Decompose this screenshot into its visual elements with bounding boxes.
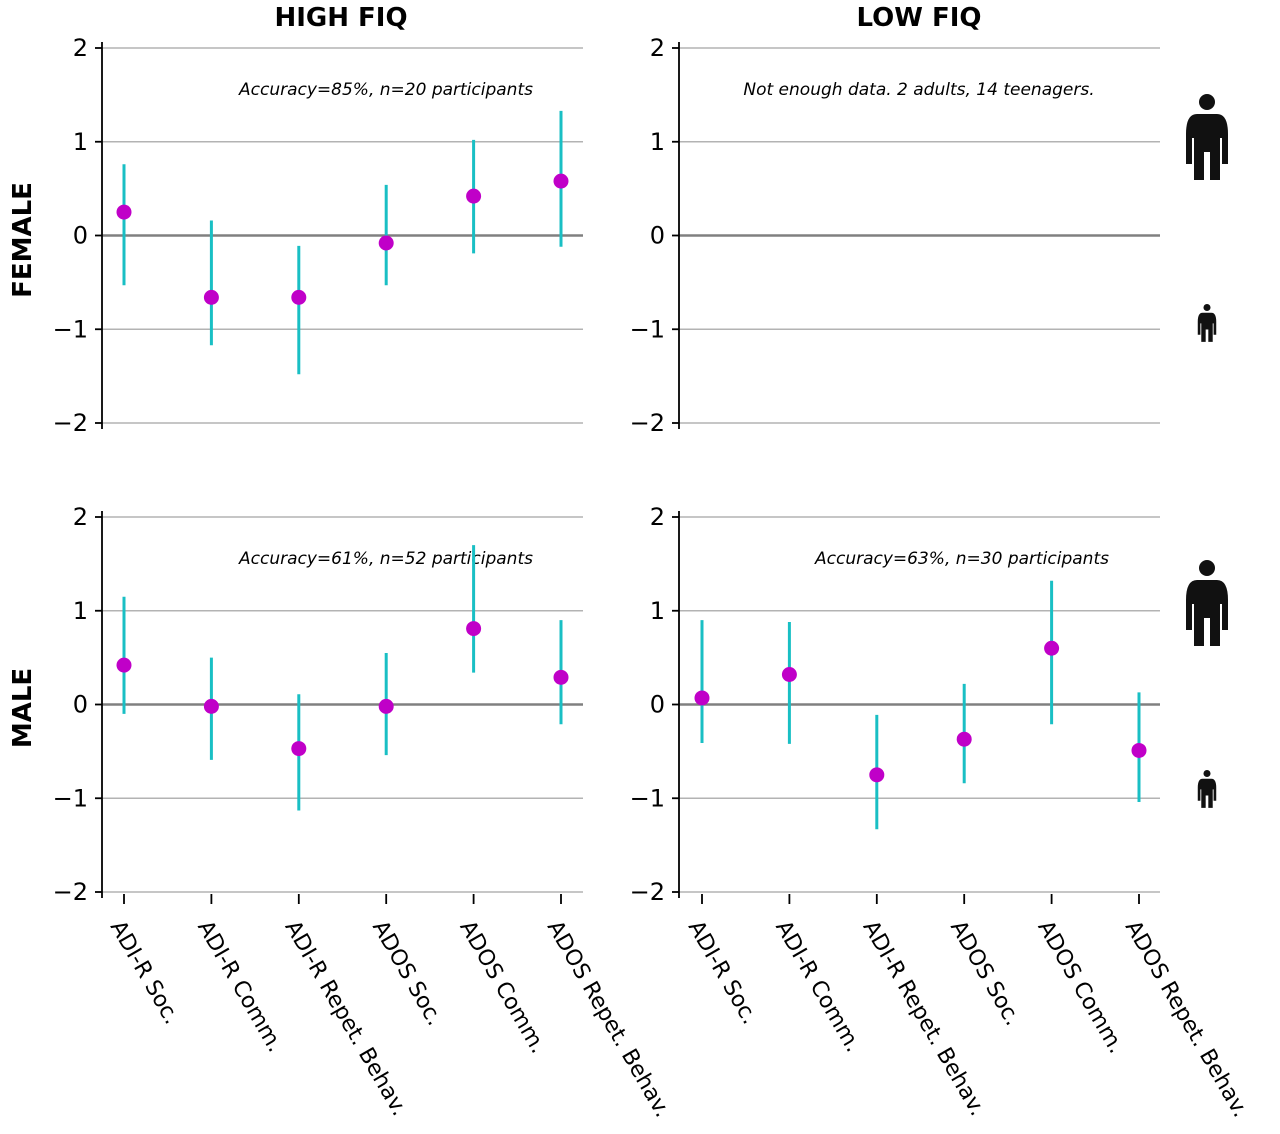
icon-head [1199, 94, 1215, 110]
icon-head [1199, 560, 1215, 576]
data-point [203, 289, 219, 305]
data-point [203, 698, 219, 714]
y-tick-label: −2 [630, 409, 665, 437]
data-point [956, 731, 972, 747]
x-tick-label: ADOS Comm. [1032, 917, 1128, 1058]
panel-annotation: Not enough data. 2 adults, 14 teenagers. [743, 80, 1094, 100]
y-tick-label: 1 [73, 597, 88, 625]
data-point [466, 188, 482, 204]
icon-body [1197, 778, 1217, 808]
row-label-male: MALE [8, 668, 38, 748]
data-point [869, 767, 885, 783]
y-tick-label: −2 [53, 878, 88, 906]
x-tick-label: ADOS Soc. [945, 917, 1025, 1031]
panel-annotation: Accuracy=61%, n=52 participants [238, 549, 533, 569]
y-tick-label: 0 [650, 222, 665, 250]
y-tick-label: −2 [53, 409, 88, 437]
icons [1186, 94, 1228, 808]
x-tick-label: ADI-R Soc. [683, 917, 762, 1029]
y-tick-label: 0 [650, 691, 665, 719]
icon-body [1186, 114, 1228, 180]
panel-female-low-fiq: −2 −1 0 1 2 Not enough data. 2 adults, 14 tee… [630, 34, 1160, 437]
y-tick-label: 0 [73, 691, 88, 719]
x-tick-label: ADI-R Soc. [105, 917, 184, 1029]
data-point [694, 690, 710, 706]
child-person-icon-female [1197, 304, 1217, 342]
y-tick-label: 1 [73, 128, 88, 156]
data-point [1131, 742, 1147, 758]
data-point [291, 289, 307, 305]
y-tick-label: 1 [650, 597, 665, 625]
y-tick-label: −1 [630, 784, 665, 812]
y-tick-label: 1 [650, 128, 665, 156]
adult-person-icon-male [1186, 560, 1228, 646]
y-tick-label: 2 [73, 34, 88, 62]
y-tick-label: −1 [53, 315, 88, 343]
x-tick-label: ADOS Comm. [454, 917, 550, 1058]
y-tick-label: −1 [630, 315, 665, 343]
x-tick-label: ADOS Soc. [367, 917, 447, 1031]
data-point [553, 173, 569, 189]
x-tick-label: ADI-R Comm. [770, 917, 865, 1057]
data-point [466, 621, 482, 637]
y-tick-label: 2 [73, 503, 88, 531]
data-point [116, 657, 132, 673]
col-title-high-fiq: HIGH FIQ [274, 3, 407, 33]
row-label-female: FEMALE [8, 182, 38, 298]
icon-head [1203, 304, 1211, 312]
y-tick-label: 2 [650, 34, 665, 62]
x-tick-label: ADI-R Comm. [192, 917, 287, 1057]
col-title-low-fiq: LOW FIQ [856, 3, 981, 33]
data-point [378, 698, 394, 714]
icon-head [1203, 770, 1211, 778]
panel-annotation: Accuracy=63%, n=30 participants [814, 549, 1109, 569]
icon-body [1197, 312, 1217, 342]
data-point [553, 669, 569, 685]
y-tick-label: 2 [650, 503, 665, 531]
y-tick-label: 0 [73, 222, 88, 250]
y-tick-label: −1 [53, 784, 88, 812]
x-tick-label: ADOS Repet. Behav. [542, 917, 675, 1122]
panel-annotation: Accuracy=85%, n=20 participants [238, 80, 533, 100]
adult-person-icon-female [1186, 94, 1228, 180]
data-point [116, 204, 132, 220]
child-person-icon-male [1197, 770, 1217, 808]
y-tick-label: −2 [630, 878, 665, 906]
data-point [781, 667, 797, 682]
data-point [378, 235, 394, 251]
panel-female-high-fiq: −2 −1 0 1 2 Accuracy=85%, n=20 participants [53, 34, 583, 437]
x-tick-label: ADOS Repet. Behav. [1120, 917, 1253, 1122]
icon-body [1186, 580, 1228, 646]
data-point [1044, 640, 1060, 656]
data-point [291, 741, 307, 757]
